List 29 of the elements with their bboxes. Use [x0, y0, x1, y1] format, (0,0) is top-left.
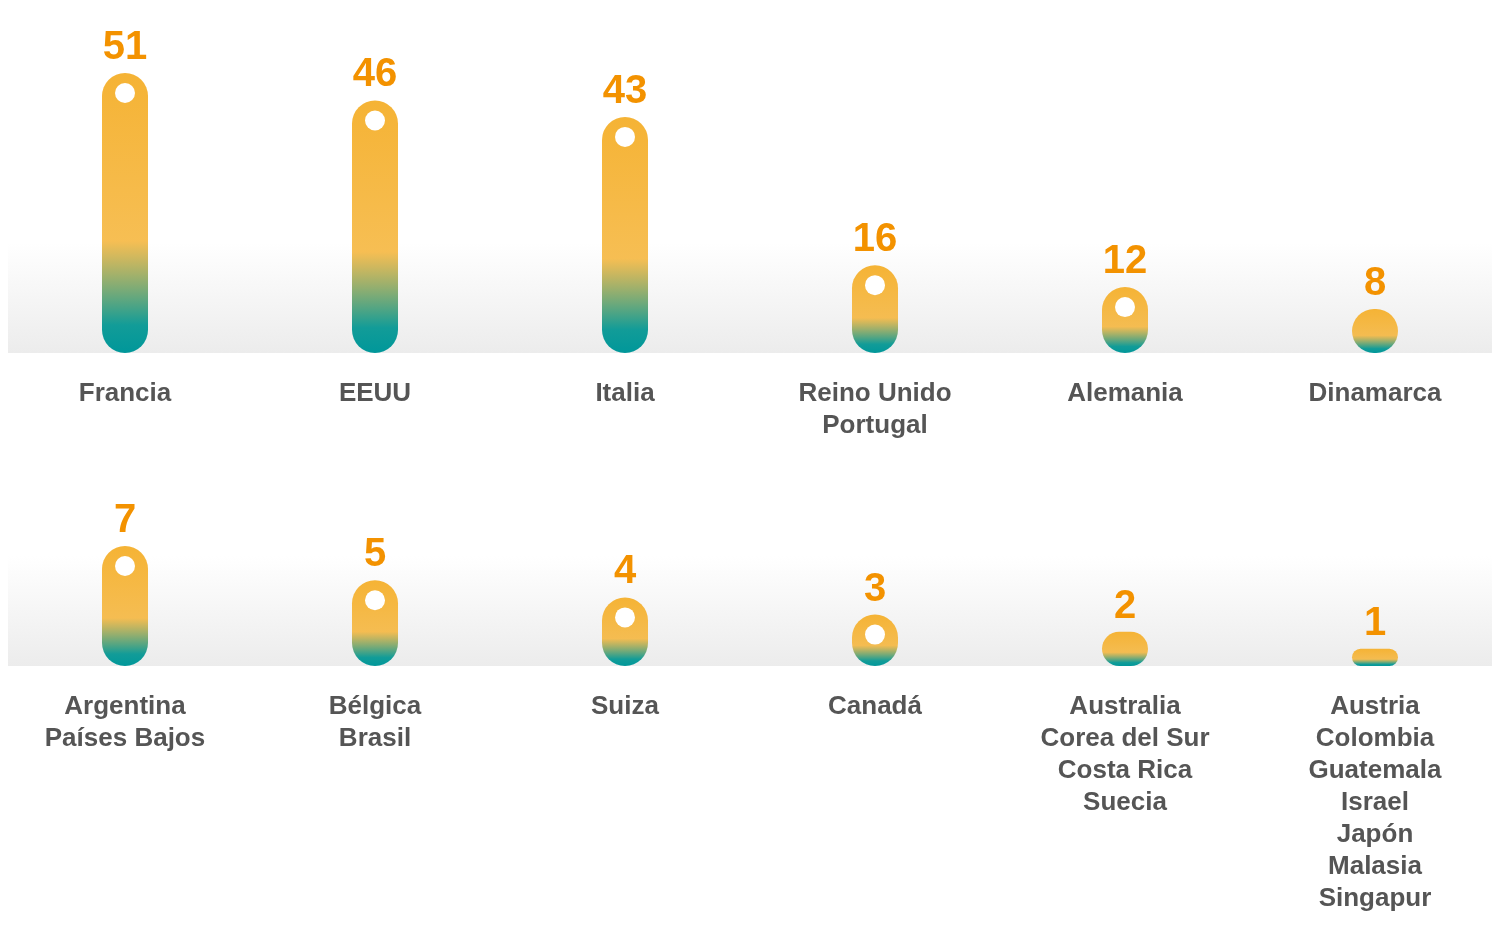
data-label: 5 [363, 530, 387, 575]
x-tick-label: Italia [595, 377, 656, 407]
bar [1352, 648, 1398, 666]
data-label: 8 [1363, 259, 1387, 304]
x-tick-label: Alemania [1067, 377, 1184, 407]
bar [352, 100, 398, 353]
x-tick-label: Austria Colombia Guatemala Israel Japón Malasia Singapur [1308, 690, 1443, 912]
x-tick-label: Reino Unido Portugal [798, 377, 952, 439]
data-label: 43 [602, 66, 648, 111]
data-label: 46 [352, 50, 398, 95]
x-tick-label: Argentina Países Bajos [44, 690, 206, 752]
x-tick-label: Bélgica Brasil [328, 690, 422, 752]
x-tick-label: Dinamarca [1308, 377, 1443, 407]
x-tick-label: Francia [78, 377, 172, 407]
bar [102, 546, 148, 666]
data-label: 1 [1363, 598, 1387, 643]
data-label: 4 [613, 547, 637, 592]
data-label: 12 [1102, 237, 1148, 282]
x-tick-label: Suiza [591, 690, 660, 720]
data-label: 16 [852, 215, 898, 260]
data-label: 3 [863, 564, 887, 609]
x-tick-label: Australia Corea del Sur Costa Rica Suecia [1040, 690, 1210, 816]
data-label: 2 [1113, 581, 1137, 626]
bar [102, 73, 148, 353]
x-tick-label: EEUU [338, 377, 412, 407]
bar [602, 116, 648, 353]
data-label: 51 [102, 23, 148, 67]
x-tick-label: Canadá [828, 690, 923, 720]
data-label: 7 [113, 496, 137, 540]
